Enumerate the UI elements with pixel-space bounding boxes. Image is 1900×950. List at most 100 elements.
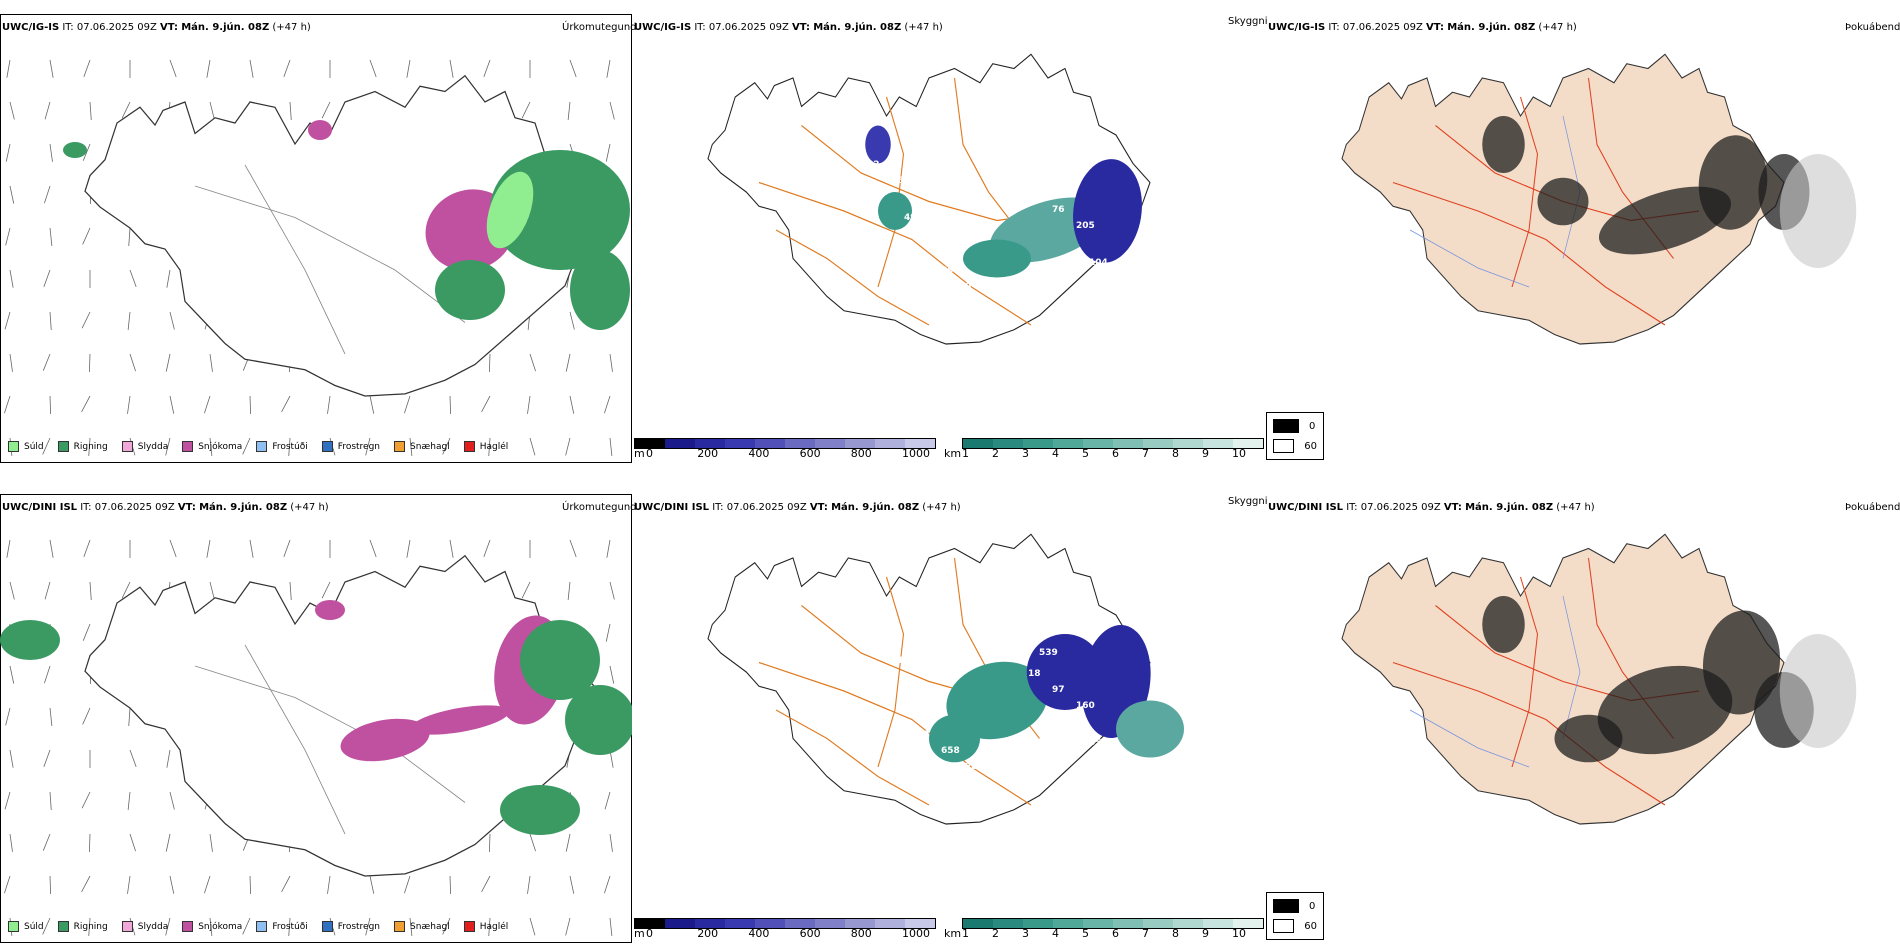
valid-label: VT: (177, 502, 196, 513)
ceiling-label: 42 (917, 730, 930, 740)
colorbar-tick: 4 (1052, 927, 1059, 940)
colorbar-tick: 1000 (902, 447, 930, 460)
ceiling-ticks: 0 200 400 600 800 1000 (646, 447, 936, 461)
legend-item: Frostregn (321, 441, 381, 452)
legend-label: Snjókoma (198, 921, 243, 932)
legend-swatch (57, 921, 69, 932)
legend-item: Súld (8, 441, 44, 452)
legend-label: Haglél (479, 441, 509, 452)
legend-item: Haglél (463, 921, 508, 932)
init-time: IT: 07.06.2025 09Z (709, 502, 810, 513)
ceiling-label: 28 (965, 762, 978, 772)
valid-time: Mán. 9.jún. 08Z (199, 502, 288, 513)
legend-item: Rigning (57, 921, 108, 932)
legend-swatch (121, 441, 133, 452)
ceiling-label: 70 (1126, 791, 1139, 801)
precip-map (0, 539, 632, 936)
ceiling-label: 48 (928, 709, 941, 719)
init-time: IT: 07.06.2025 09Z (1325, 22, 1427, 33)
model-name: UWC/DINI ISL (634, 502, 710, 513)
fog-legend-swatch (1273, 919, 1295, 933)
legend-swatch (57, 441, 69, 452)
legend-item: Súld (8, 921, 44, 932)
fog-legend-swatch (1273, 439, 1295, 453)
valid-label: VT: (792, 22, 811, 33)
colorbar-tick: 9 (1202, 447, 1209, 460)
ceiling-label: 280 (1150, 327, 1169, 337)
ceiling-colorbar (634, 918, 936, 929)
fog-map (1341, 53, 1857, 345)
init-time: IT: 07.06.2025 09Z (77, 502, 178, 513)
colorbar-tick: 3 (1022, 447, 1029, 460)
ceiling-label: 11 (1163, 144, 1176, 154)
ceiling-label: 57 (1113, 754, 1126, 764)
init-time: IT: 07.06.2025 09Z (59, 22, 161, 33)
ceiling-label: 108 (991, 616, 1010, 626)
ceiling-label: 18 (1028, 669, 1041, 679)
legend-item: Haglél (463, 441, 509, 452)
ceiling-label: 100 (867, 640, 886, 650)
lead-time: (+47 h) (919, 502, 961, 513)
init-time: IT: 07.06.2025 09Z (691, 22, 793, 33)
panel-header: UWC/DINI ISL IT: 07.06.2025 09Z VT: Mán.… (634, 502, 961, 513)
legend-swatch (256, 441, 268, 452)
fog-legend-label: 0 (1309, 900, 1316, 912)
ceiling-label: 66 (904, 693, 917, 703)
colorbar-tick: 2 (992, 447, 999, 460)
legend-label: Súld (24, 921, 44, 932)
legend-item: Frostregn (321, 921, 380, 932)
colorbar-tick: 8 (1172, 927, 1179, 940)
visibility-unit: km (944, 447, 962, 460)
colorbar-tick: 8 (1172, 447, 1179, 460)
panel-header: UWC/IG-IS IT: 07.06.2025 09Z VT: Mán. 9.… (1268, 22, 1577, 33)
visibility-unit: km (944, 927, 962, 940)
lead-time: (+47 h) (1535, 22, 1577, 33)
legend-swatch (256, 921, 268, 932)
colorbar-tick: 4 (1052, 447, 1059, 460)
colorbar-tick: 800 (850, 447, 872, 460)
lead-time: (+47 h) (1553, 502, 1595, 513)
colorbar-tick: 2 (992, 927, 999, 940)
fog-legend: 0 60 (1266, 412, 1324, 460)
ceiling-label: 119 (1150, 807, 1169, 817)
panel-header: UWC/DINI ISL IT: 07.06.2025 09Z VT: Mán.… (2, 502, 329, 513)
ceiling-label: 40 (1126, 311, 1139, 321)
colorbar-tick: 7 (1142, 927, 1149, 940)
fog-legend-label: 0 (1309, 420, 1316, 432)
ceiling-colorbar (634, 438, 936, 449)
valid-time: Mán. 9.jún. 08Z (1465, 502, 1554, 513)
valid-label: VT: (809, 502, 828, 513)
ceiling-label: 33 (880, 677, 893, 687)
colorbar-tick: 400 (748, 927, 770, 940)
legend-label: Snjókoma (198, 441, 243, 452)
precip-map (4, 59, 630, 456)
visibility-ticks: 1 2 3 4 5 6 7 8 9 10 (962, 447, 1262, 461)
model-name: UWC/IG-IS (2, 22, 60, 33)
panel-title: Úrkomutegund (562, 22, 637, 33)
legend-label: Rigning (73, 921, 108, 932)
valid-time: Mán. 9.jún. 08Z (181, 22, 270, 33)
fog-map (1341, 533, 1857, 825)
colorbar-tick: 200 (697, 447, 719, 460)
ceiling-label: 26 (891, 176, 904, 186)
valid-label: VT: (160, 22, 179, 33)
lead-time: (+47 h) (287, 502, 329, 513)
legend-label: Súld (24, 441, 44, 452)
lead-time: (+47 h) (901, 22, 943, 33)
colorbar-tick: 7 (1142, 447, 1149, 460)
ceiling-label: 97 (1052, 685, 1065, 695)
colorbar-tick: 0 (646, 447, 653, 460)
ceiling-label: 89 (1015, 632, 1028, 642)
colorbar-tick: 0 (646, 927, 653, 940)
legend-swatch (321, 921, 333, 932)
fog-legend-swatch (1273, 899, 1299, 913)
ceiling-label: 229 (1002, 335, 1021, 345)
row-2: UWC/DINI ISL IT: 07.06.2025 09Z VT: Mán.… (0, 480, 1900, 950)
row-1: UWC/IG-IS IT: 07.06.2025 09Z VT: Mán. 9.… (0, 14, 1900, 463)
legend-label: Frostregn (337, 441, 381, 452)
panel-header: UWC/DINI ISL IT: 07.06.2025 09Z VT: Mán.… (1268, 502, 1595, 513)
legend-swatch (121, 921, 133, 932)
model-name: UWC/DINI ISL (1268, 502, 1344, 513)
colorbar-tick: 400 (748, 447, 770, 460)
precip-legend: Súld Rigning Slydda Snjókoma Frostúði Frostre… (8, 441, 522, 452)
